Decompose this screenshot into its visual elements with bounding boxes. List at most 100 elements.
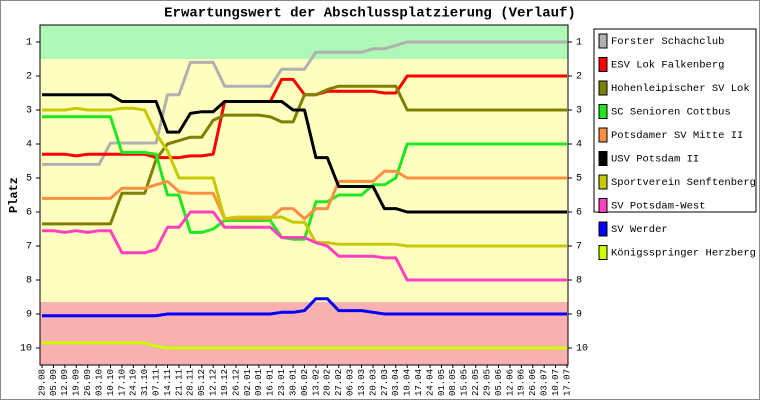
series-line (42, 93, 567, 214)
y-tick-label-right: 1 (576, 38, 582, 49)
legend-label: Forster Schachclub (611, 36, 724, 48)
legend-label: USV Potsdam II (611, 153, 699, 165)
x-tick-label: 08.05 (448, 369, 458, 396)
y-tick-label-right: 4 (576, 140, 582, 151)
x-tick-label: 13.03 (357, 369, 367, 396)
x-tick-label: 02.01 (243, 369, 253, 396)
x-tick-label: 29.08 (37, 369, 47, 396)
y-tick-label-right: 8 (576, 276, 582, 287)
x-tick-label: 26.09 (83, 369, 93, 396)
series-line (42, 297, 567, 318)
x-tick-label: 29.05 (482, 369, 492, 396)
legend-swatch (598, 198, 608, 213)
series-line (42, 84, 567, 226)
x-tick-label: 27.02 (334, 369, 344, 396)
x-tick-label: 28.11 (186, 369, 196, 396)
y-tick-label: 9 (26, 310, 32, 321)
x-tick-label: 12.09 (60, 369, 70, 396)
y-tick-label-right: 5 (576, 174, 582, 185)
series-line (42, 210, 567, 282)
y-tick-label-right: 3 (576, 106, 582, 117)
x-tick-label: 16.01 (266, 369, 276, 396)
series-line (42, 106, 567, 248)
legend-label: SV Potsdam-West (611, 200, 706, 212)
y-tick-label: 2 (26, 72, 32, 83)
y-tick-label: 7 (26, 242, 32, 253)
y-tick-label: 8 (26, 276, 32, 287)
legend-swatch (598, 33, 608, 49)
series-line (42, 40, 567, 166)
legend-swatch (598, 245, 608, 260)
y-tick-label-right: 9 (576, 310, 582, 321)
x-tick-label: 05.09 (49, 369, 59, 396)
x-tick-label: 15.05 (460, 369, 470, 396)
x-tick-label: 03.10 (94, 369, 104, 396)
legend-swatch (598, 57, 608, 72)
legend-label: Königsspringer Herzberg (611, 247, 756, 259)
x-tick-label: 23.01 (277, 369, 287, 396)
x-tick-label: 26.06 (528, 369, 538, 396)
legend-label: SC Senioren Cottbus (611, 106, 731, 118)
x-tick-label: 19.12 (220, 369, 230, 396)
legend-label: Hohenleipischer SV Lok (611, 83, 750, 95)
x-tick-label: 24.04 (425, 369, 435, 396)
x-tick-label: 05.06 (494, 369, 504, 396)
x-tick-label: 31.10 (140, 369, 150, 396)
series-line (42, 169, 567, 221)
x-tick-label: 01.05 (437, 369, 447, 396)
x-tick-label: 30.01 (288, 369, 298, 396)
chart-title: Erwartungswert der Abschlussplatzierung … (164, 6, 576, 22)
y-tick-label: 3 (26, 106, 32, 117)
y-tick-label-right: 2 (576, 72, 582, 83)
x-tick-label: 21.11 (174, 369, 184, 396)
x-tick-label: 20.03 (368, 369, 378, 396)
legend-box (593, 28, 757, 213)
series-line (42, 115, 567, 241)
y-tick-label: 1 (26, 38, 32, 49)
legend-label: ESV Lok Falkenberg (611, 59, 724, 71)
y-tick-label-right: 6 (576, 208, 582, 219)
x-tick-label: 27.03 (380, 369, 390, 396)
legend-label: Sportverein Senftenberg (611, 177, 756, 189)
x-tick-label: 03.04 (391, 369, 401, 396)
x-tick-label: 19.06 (517, 369, 527, 396)
y-tick-label-right: 7 (576, 242, 582, 253)
legend-swatch (598, 80, 608, 96)
legend-label: SV Werder (611, 224, 668, 236)
x-tick-label: 09.01 (254, 369, 264, 396)
series-line (42, 341, 567, 350)
x-tick-label: 24.10 (129, 369, 139, 396)
legend-swatch (598, 174, 608, 190)
plot-frame (39, 24, 569, 366)
x-tick-label: 10.10 (106, 369, 116, 396)
x-tick-label: 20.02 (323, 369, 333, 396)
x-tick-label: 05.12 (197, 369, 207, 396)
x-tick-label: 06.02 (300, 369, 310, 396)
legend-swatch (598, 221, 608, 237)
x-tick-label: 17.07 (562, 369, 572, 396)
x-tick-label: 17.04 (414, 369, 424, 396)
x-tick-label: 12.06 (505, 369, 515, 396)
legend-swatch (598, 104, 608, 119)
x-tick-label: 10.07 (551, 369, 561, 396)
legend-swatch (598, 151, 608, 166)
x-tick-label: 13.02 (311, 369, 321, 396)
legend-swatch (598, 127, 608, 143)
x-tick-label: 17.10 (117, 369, 127, 396)
x-tick-label: 26.12 (231, 369, 241, 396)
y-tick-label: 4 (26, 140, 32, 151)
x-tick-label: 14.11 (163, 369, 173, 396)
y-axis-label: Platz (7, 177, 21, 213)
x-tick-label: 10.04 (403, 369, 413, 396)
y-tick-label: 10 (20, 344, 32, 355)
y-tick-label: 6 (26, 208, 32, 219)
x-tick-label: 19.09 (72, 369, 82, 396)
x-tick-label: 06.03 (346, 369, 356, 396)
x-tick-label: 12.12 (209, 369, 219, 396)
x-tick-label: 22.05 (471, 369, 481, 396)
y-tick-label-right: 10 (576, 344, 588, 355)
x-tick-label: 03.07 (540, 369, 550, 396)
x-tick-label: 07.11 (152, 369, 162, 396)
y-tick-label: 5 (26, 174, 32, 185)
